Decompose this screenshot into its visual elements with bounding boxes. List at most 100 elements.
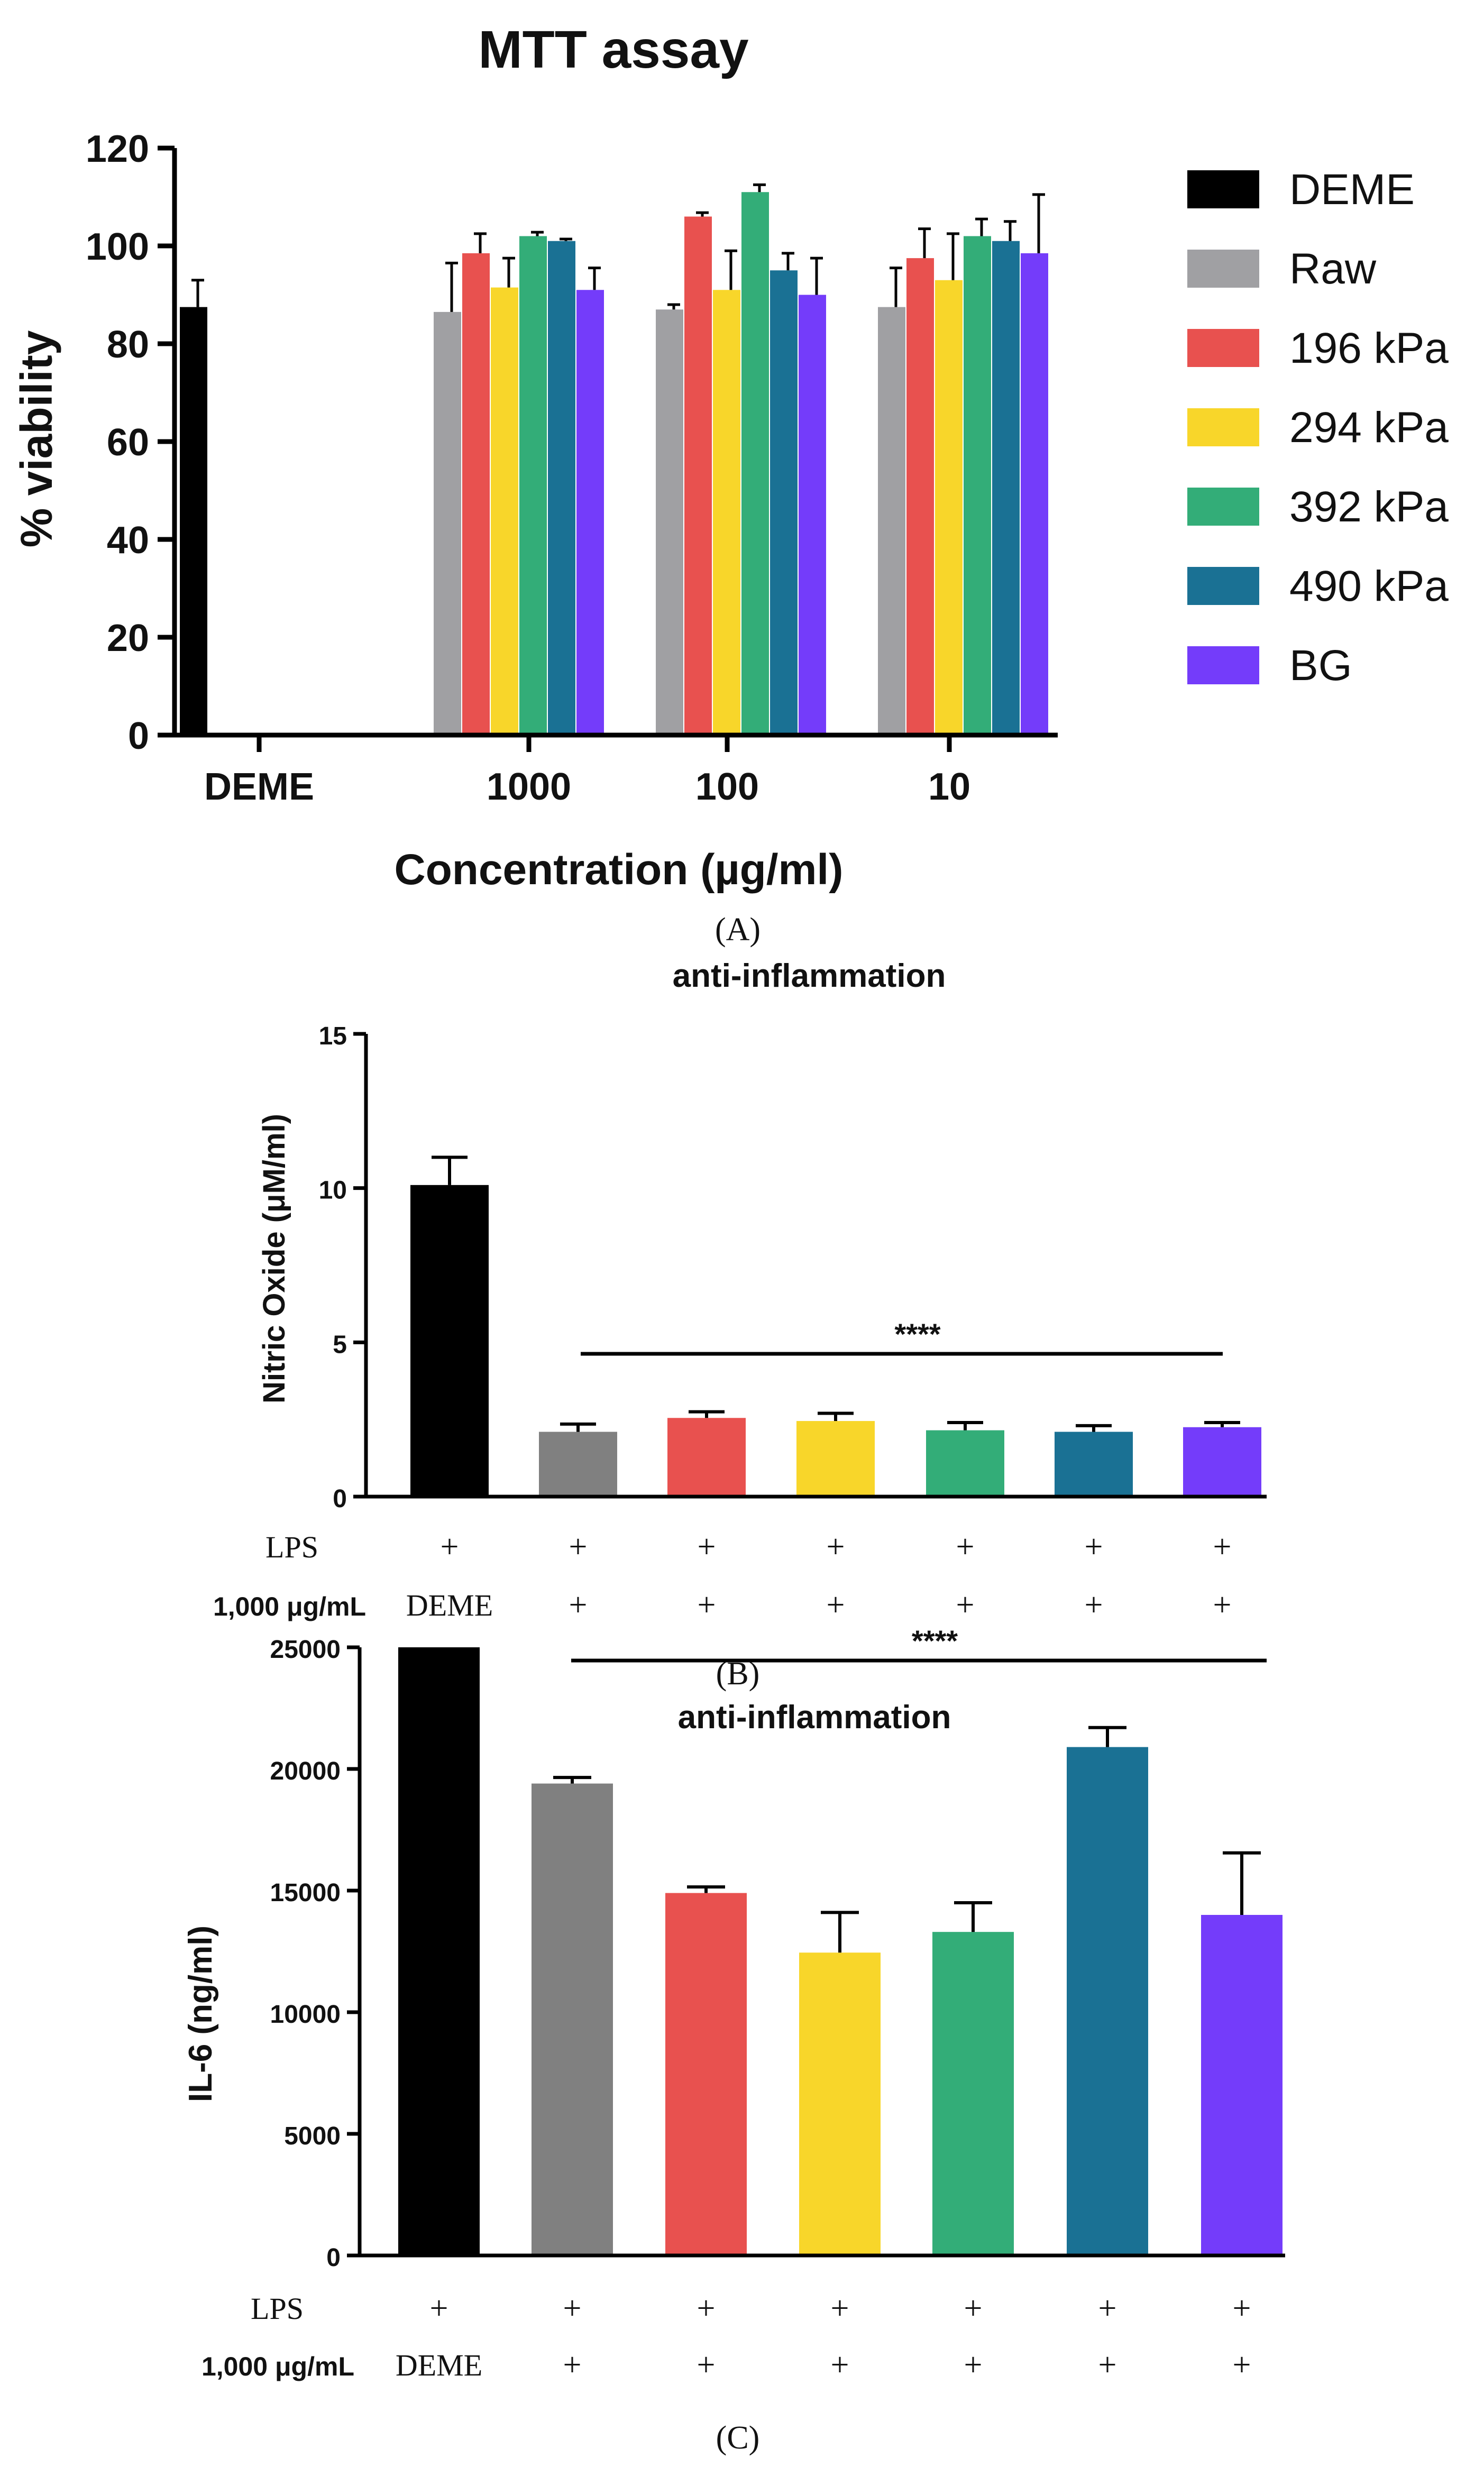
chart-a-bar-294-kpa-1000-error bbox=[502, 256, 515, 288]
chart-c-concentration-mark: DEME bbox=[396, 2348, 482, 2382]
chart-b-bar-4-error bbox=[818, 1411, 854, 1421]
chart-a-bar-bg-1000 bbox=[576, 290, 604, 735]
chart-c-lps-mark: + bbox=[964, 2290, 983, 2326]
chart-a-y-axis: 0 20 40 60 80 100 120 bbox=[86, 128, 175, 757]
chart-a-legend-label-392-kpa: 392 kPa bbox=[1289, 483, 1449, 531]
chart-a-bar-490-kpa-100 bbox=[770, 270, 798, 735]
chart-b-bar-2 bbox=[539, 1432, 617, 1497]
chart-a-bar-392-kpa-100-error bbox=[753, 183, 766, 192]
chart-a-y-tick-label: 40 bbox=[107, 519, 149, 562]
chart-a-x-tick-label: 1000 bbox=[487, 766, 571, 808]
chart-c-lps-mark: + bbox=[1233, 2290, 1251, 2326]
chart-a-x-tick-label: 10 bbox=[928, 766, 970, 808]
chart-b-concentration-mark: + bbox=[1085, 1587, 1103, 1623]
chart-a-x-tick-label: 100 bbox=[695, 766, 759, 808]
chart-c-row-label-concentration: 1,000 μg/mL bbox=[201, 2352, 354, 2381]
chart-a-y-tick-label: 80 bbox=[107, 324, 149, 366]
chart-b-lps-mark: + bbox=[441, 1529, 459, 1565]
chart-b-significance: **** bbox=[581, 1317, 1223, 1356]
chart-a-bar-196-kpa-100-error bbox=[696, 211, 709, 217]
chart-a-legend-swatch-bg bbox=[1187, 646, 1259, 684]
chart-b-y-tick-label: 5 bbox=[333, 1331, 347, 1359]
chart-c-y-tick-label: 5000 bbox=[284, 2122, 341, 2150]
chart-a: MTT assay % viability 0 20 40 60 80 100 120 DE… bbox=[12, 20, 1449, 948]
chart-c-bar-1 bbox=[398, 1647, 480, 2255]
chart-b-bar-3-error bbox=[689, 1410, 725, 1418]
chart-c-title: anti-inflammation bbox=[678, 1699, 951, 1736]
chart-b-y-tick-label: 15 bbox=[319, 1022, 347, 1050]
chart-a-y-tick-label: 120 bbox=[86, 128, 149, 170]
chart-a-x-axis: DEME 1000 100 10 bbox=[204, 735, 970, 808]
chart-b-bar-1 bbox=[410, 1185, 489, 1497]
chart-c-y-tick-label: 10000 bbox=[270, 2001, 341, 2029]
chart-a-legend-swatch-392-kpa bbox=[1187, 488, 1259, 526]
chart-a-bar-raw-100-error bbox=[667, 303, 680, 310]
chart-c-bar-3 bbox=[665, 1893, 747, 2255]
chart-c-row-label-lps: LPS bbox=[251, 2291, 304, 2326]
chart-b-row-label-lps: LPS bbox=[265, 1530, 318, 1564]
chart-a-y-tick-label: 0 bbox=[128, 715, 149, 757]
chart-b-concentration-mark: + bbox=[1213, 1587, 1232, 1623]
chart-b-concentration-mark: + bbox=[569, 1587, 588, 1623]
chart-b-bar-6 bbox=[1055, 1432, 1133, 1497]
chart-c-y-tick-label: 20000 bbox=[270, 1757, 341, 1785]
chart-c-lps-mark: + bbox=[430, 2290, 448, 2326]
chart-b-lps-mark: + bbox=[1085, 1529, 1103, 1565]
chart-a-legend-swatch-raw bbox=[1187, 250, 1259, 288]
chart-c-y-tick-label: 15000 bbox=[270, 1879, 341, 1907]
chart-c: anti-inflammation IL-6 (ng/ml) 0 5000 1000… bbox=[182, 1624, 1285, 2456]
chart-c-significance: **** bbox=[571, 1624, 1267, 1663]
chart-a-x-tick-label: DEME bbox=[204, 766, 314, 808]
chart-a-legend-label-deme: DEME bbox=[1289, 166, 1415, 214]
chart-a-legend-swatch-deme bbox=[1187, 170, 1259, 208]
chart-a-bar-bg-10 bbox=[1021, 253, 1048, 735]
chart-c-bar-2-error bbox=[553, 1776, 591, 1784]
chart-a-bar-bg-100 bbox=[799, 295, 826, 735]
chart-b-bar-5 bbox=[926, 1430, 1004, 1497]
chart-a-bar-392-kpa-10-error bbox=[975, 217, 988, 236]
chart-b-y-tick-label: 0 bbox=[333, 1485, 347, 1513]
chart-c-panel-label: (C) bbox=[716, 2420, 760, 2456]
chart-b-ylabel: Nitric Oxide (μM/ml) bbox=[257, 1114, 291, 1404]
chart-b: anti-inflammation Nitric Oxide (μM/ml) 0… bbox=[213, 958, 1267, 1692]
chart-a-bar-392-kpa-1000 bbox=[519, 236, 547, 735]
chart-a-bar-294-kpa-10-error bbox=[947, 232, 959, 280]
chart-b-significance-label: **** bbox=[894, 1317, 940, 1351]
chart-c-bar-6 bbox=[1067, 1747, 1148, 2255]
chart-a-bar-deme-deme-error bbox=[191, 279, 204, 307]
chart-c-bar-3-error bbox=[687, 1885, 725, 1893]
chart-b-row-label-concentration: 1,000 μg/mL bbox=[213, 1592, 366, 1621]
chart-b-lps-mark: + bbox=[827, 1529, 845, 1565]
chart-a-legend: DEME Raw 196 kPa 294 kPa 392 kPa 490 kPa BG bbox=[1187, 166, 1449, 690]
chart-a-bar-294-kpa-1000 bbox=[491, 287, 518, 735]
chart-a-legend-swatch-196-kpa bbox=[1187, 329, 1259, 367]
chart-a-bar-raw-1000-error bbox=[445, 261, 458, 312]
chart-c-y-tick-label: 25000 bbox=[270, 1636, 341, 1664]
chart-c-lps-mark: + bbox=[697, 2290, 716, 2326]
chart-a-bar-392-kpa-100 bbox=[741, 192, 769, 735]
chart-a-bar-294-kpa-100 bbox=[713, 290, 740, 735]
chart-a-bars bbox=[180, 183, 1048, 735]
chart-b-bar-2-error bbox=[560, 1422, 596, 1432]
chart-a-bar-490-kpa-10 bbox=[992, 241, 1020, 735]
chart-a-bar-bg-10-error bbox=[1032, 193, 1045, 253]
chart-a-title: MTT assay bbox=[478, 20, 749, 79]
chart-c-concentration-mark: + bbox=[831, 2347, 849, 2383]
chart-b-y-tick-label: 10 bbox=[319, 1177, 347, 1205]
chart-a-legend-label-490-kpa: 490 kPa bbox=[1289, 562, 1449, 610]
chart-a-bar-490-kpa-1000-error bbox=[560, 237, 572, 241]
chart-b-y-axis: 0 5 10 15 bbox=[319, 1022, 366, 1513]
chart-b-concentration-mark: + bbox=[956, 1587, 975, 1623]
chart-c-bar-5-error bbox=[954, 1901, 992, 1932]
chart-c-bar-2 bbox=[532, 1783, 613, 2255]
chart-a-bar-392-kpa-1000-error bbox=[531, 231, 544, 236]
chart-a-bar-196-kpa-1000-error bbox=[474, 232, 487, 253]
chart-a-legend-label-raw: Raw bbox=[1289, 245, 1377, 293]
chart-c-ylabel: IL-6 (ng/ml) bbox=[182, 1925, 219, 2102]
chart-b-bar-7-error bbox=[1204, 1421, 1240, 1427]
chart-c-concentration-mark: + bbox=[697, 2347, 716, 2383]
chart-a-y-tick-label: 60 bbox=[107, 421, 149, 464]
chart-b-concentration-mark: DEME bbox=[406, 1588, 493, 1622]
chart-a-bar-bg-100-error bbox=[810, 256, 823, 295]
